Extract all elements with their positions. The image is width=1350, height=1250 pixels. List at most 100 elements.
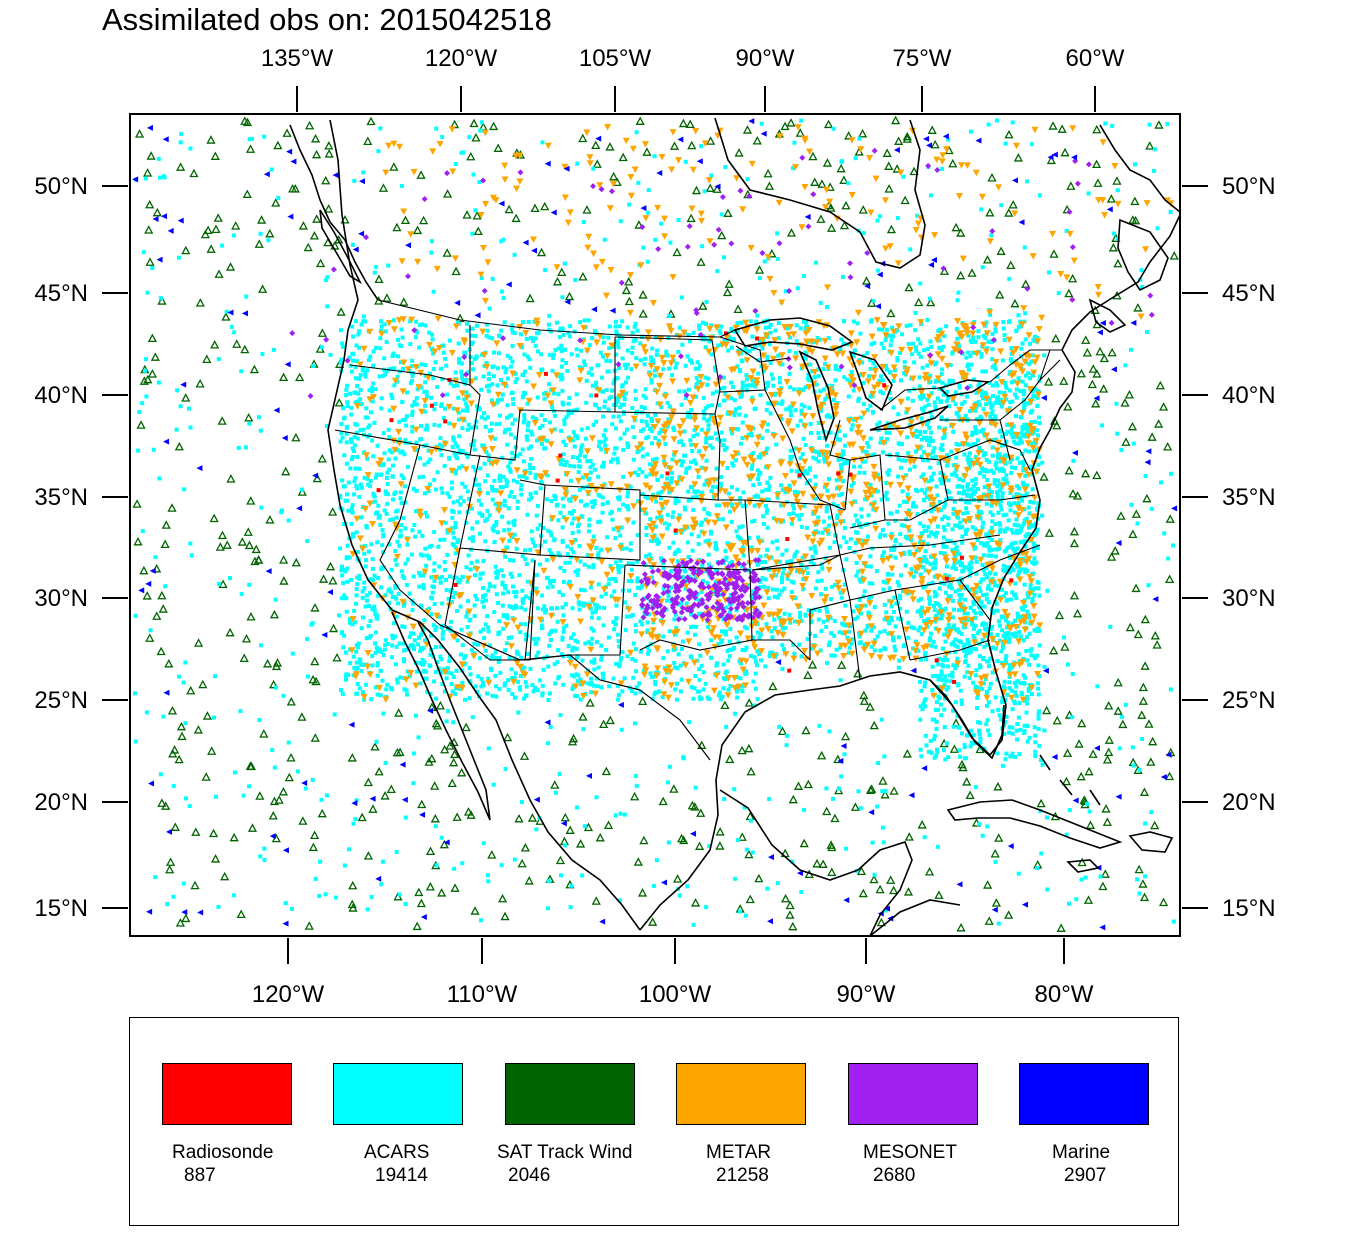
acars-ob [977, 628, 982, 633]
acars-ob [1028, 583, 1033, 588]
acars-ob [865, 441, 870, 446]
sat-track-wind-ob [193, 638, 204, 647]
acars-ob [381, 565, 386, 570]
acars-ob [813, 474, 818, 479]
acars-ob [806, 608, 811, 613]
acars-ob [915, 489, 920, 494]
acars-ob [559, 428, 564, 433]
sat-track-wind-ob [1092, 470, 1102, 480]
sat-track-wind-ob [414, 887, 424, 897]
acars-ob [659, 489, 664, 494]
acars-ob [560, 388, 565, 393]
acars-ob [352, 449, 357, 454]
acars-ob [544, 654, 549, 659]
acars-ob [588, 465, 593, 470]
acars-ob [948, 496, 953, 501]
acars-ob [811, 562, 816, 567]
acars-ob [390, 396, 395, 401]
acars-ob [445, 552, 450, 557]
acars-ob [884, 610, 889, 615]
acars-ob [431, 366, 436, 371]
sat-track-wind-ob [1095, 346, 1105, 356]
acars-ob [752, 518, 757, 523]
acars-ob [842, 319, 847, 324]
acars-ob [834, 478, 839, 483]
sat-track-wind-ob [1127, 421, 1138, 431]
sat-track-wind-ob [164, 658, 174, 668]
acars-ob [895, 509, 900, 514]
acars-ob [603, 399, 608, 404]
acars-ob [439, 657, 444, 662]
acars-ob [640, 492, 645, 497]
acars-ob [403, 417, 408, 422]
acars-ob [373, 475, 378, 480]
acars-ob [792, 651, 797, 656]
acars-ob [357, 686, 362, 691]
sat-track-wind-ob [439, 839, 449, 849]
acars-ob [812, 449, 817, 454]
acars-ob [1004, 478, 1009, 483]
acars-ob [832, 653, 837, 658]
acars-ob [368, 479, 373, 484]
acars-ob [621, 393, 626, 398]
acars-ob [906, 620, 911, 625]
acars-ob [510, 535, 515, 540]
sat-track-wind-ob [822, 158, 833, 167]
sat-track-wind-ob [995, 290, 1005, 299]
acars-ob [373, 641, 378, 646]
acars-ob [427, 371, 432, 376]
acars-ob [599, 685, 604, 690]
acars-ob [564, 623, 569, 628]
acars-ob [400, 335, 405, 340]
sat-track-wind-ob [850, 802, 861, 811]
acars-ob [577, 602, 582, 607]
acars-ob [794, 569, 799, 574]
acars-ob [374, 472, 379, 477]
acars-ob [1003, 757, 1008, 762]
sat-track-wind-ob [788, 921, 798, 931]
acars-ob [661, 561, 666, 566]
sat-track-wind-ob [1077, 857, 1087, 867]
acars-ob [843, 443, 848, 448]
sat-track-wind-ob [282, 128, 292, 137]
sat-track-wind-ob [633, 857, 643, 866]
acars-ob [1003, 461, 1008, 466]
acars-ob [780, 399, 785, 404]
acars-ob [404, 414, 409, 419]
acars-ob [1007, 680, 1012, 685]
acars-ob [678, 689, 683, 694]
acars-ob [405, 464, 410, 469]
sat-track-wind-ob [917, 820, 927, 829]
acars-ob [433, 645, 438, 650]
acars-ob [621, 447, 626, 452]
acars-ob [470, 326, 475, 331]
acars-ob [643, 395, 648, 400]
acars-ob [528, 335, 533, 340]
acars-ob [577, 607, 582, 612]
sat-track-wind-ob [565, 825, 575, 834]
acars-ob [682, 429, 687, 434]
acars-ob [533, 685, 538, 690]
acars-ob [556, 676, 561, 681]
acars-ob [982, 474, 987, 479]
acars-ob [561, 579, 566, 584]
acars-ob [410, 358, 415, 363]
acars-ob [464, 614, 469, 619]
sat-track-wind-ob [1054, 610, 1065, 620]
acars-ob [351, 334, 356, 339]
acars-ob [713, 368, 718, 373]
acars-ob [494, 694, 499, 699]
acars-ob [473, 684, 478, 689]
acars-ob [305, 637, 310, 642]
acars-ob [370, 654, 375, 659]
acars-ob [520, 588, 525, 593]
acars-ob [382, 451, 387, 456]
sat-track-wind-ob [1107, 552, 1117, 561]
acars-ob [983, 627, 988, 632]
acars-ob [543, 446, 548, 451]
acars-ob [522, 696, 527, 701]
sat-track-wind-ob [734, 148, 744, 157]
acars-ob [589, 366, 594, 371]
acars-ob [984, 402, 989, 407]
acars-ob [740, 384, 745, 389]
